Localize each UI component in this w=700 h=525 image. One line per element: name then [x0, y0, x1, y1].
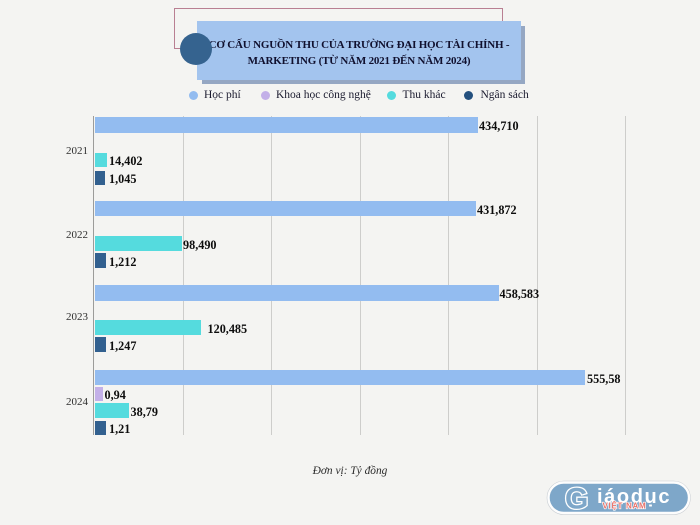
- svg-text:G: G: [565, 483, 588, 516]
- svg-text:VIỆT NAM: VIỆT NAM: [603, 502, 647, 511]
- svg-text:iáodục: iáodục: [597, 486, 671, 508]
